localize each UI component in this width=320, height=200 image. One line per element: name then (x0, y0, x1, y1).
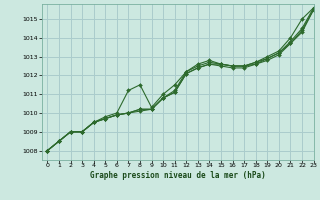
X-axis label: Graphe pression niveau de la mer (hPa): Graphe pression niveau de la mer (hPa) (90, 171, 266, 180)
